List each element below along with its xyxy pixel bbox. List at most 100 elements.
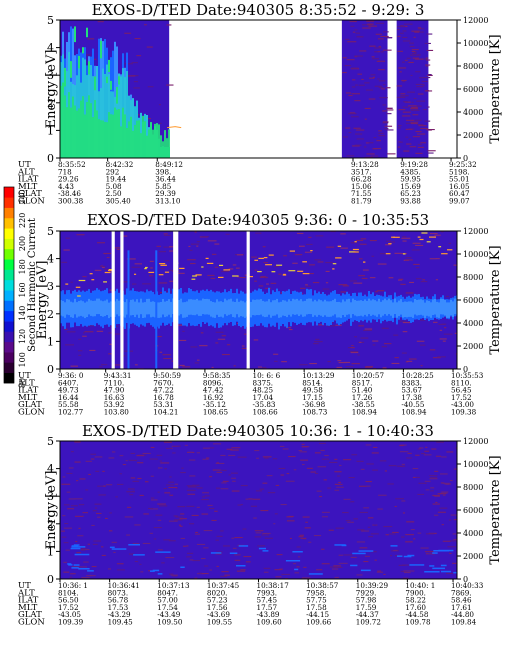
noise-speck — [416, 100, 426, 102]
noise-speck — [376, 51, 380, 53]
noise-speck — [345, 127, 351, 129]
ephemeris-value: -38.55 — [352, 400, 375, 409]
noise-speck — [296, 546, 301, 548]
spectrum-column-low — [92, 117, 94, 158]
ephemeris-value: 8514. — [302, 378, 323, 387]
noise-speck — [437, 493, 446, 495]
noise-speck — [313, 535, 322, 537]
noise-speck — [427, 150, 436, 152]
noise-speck — [230, 449, 239, 451]
noise-speck — [133, 87, 140, 89]
noise-speck — [349, 112, 356, 114]
noise-speck — [336, 486, 344, 488]
noise-speck — [403, 570, 412, 572]
noise-speck — [440, 473, 448, 475]
noise-speck — [69, 576, 73, 578]
noise-speck — [108, 271, 113, 273]
spectrum-column-low — [148, 129, 150, 158]
energy-band-core — [350, 302, 352, 318]
noise-speck — [376, 290, 385, 292]
y-tick-label: 0 — [47, 152, 54, 165]
panel-3-y-axis-label: Energy [eV] — [44, 471, 59, 550]
y-tick-label: 4 — [47, 42, 54, 55]
noise-speck — [259, 488, 265, 490]
ephemeris-value: 8110. — [451, 378, 472, 387]
energy-band-core — [298, 300, 300, 316]
noise-speck — [211, 366, 214, 368]
noise-speck — [411, 249, 420, 251]
noise-speck — [139, 494, 144, 496]
noise-speck — [264, 537, 273, 539]
ephemeris-value: 16.63 — [104, 393, 125, 402]
noise-speck — [350, 242, 358, 244]
energy-filament — [67, 563, 72, 565]
ephemeris-value: -43.00 — [451, 400, 474, 409]
energy-band-core — [230, 298, 232, 315]
noise-speck — [430, 487, 435, 489]
spectrum-column-low — [108, 112, 110, 158]
noise-speck — [366, 463, 374, 465]
noise-speck — [445, 483, 450, 485]
noise-speck — [368, 25, 377, 27]
noise-speck — [410, 109, 420, 111]
ephemeris-value: 10:35:53 — [451, 371, 484, 380]
noise-speck — [172, 452, 176, 454]
temperature-point — [421, 232, 428, 234]
noise-speck — [78, 504, 85, 506]
noise-speck — [363, 561, 369, 563]
noise-speck — [222, 480, 229, 482]
noise-speck — [199, 345, 208, 347]
noise-speck — [424, 450, 430, 452]
ephemeris-value: 57.45 — [257, 596, 278, 605]
colorbar-tick-label: 120 — [18, 329, 27, 344]
energy-band-core — [274, 300, 276, 316]
y-tick-label: 4 — [47, 253, 54, 266]
spectrum-column-low — [122, 107, 124, 158]
noise-speck — [369, 240, 377, 242]
noise-speck — [424, 90, 433, 92]
noise-speck — [132, 543, 140, 545]
energy-band-core — [152, 301, 154, 317]
noise-speck — [439, 329, 443, 331]
energy-band-core — [130, 299, 132, 316]
noise-speck — [361, 530, 370, 532]
energy-band-core — [190, 299, 192, 315]
noise-speck — [155, 514, 163, 516]
noise-speck — [343, 136, 348, 138]
spectrum-column-low — [156, 123, 158, 158]
noise-speck — [420, 128, 428, 130]
ephemeris-value: 17.54 — [157, 603, 178, 612]
noise-speck — [297, 232, 304, 234]
noise-speck — [355, 32, 361, 34]
energy-filament — [397, 555, 403, 557]
noise-speck — [189, 559, 194, 561]
noise-speck — [361, 277, 368, 279]
noise-speck — [128, 459, 137, 461]
energy-filament — [440, 564, 447, 567]
noise-speck — [163, 233, 168, 235]
noise-speck — [74, 498, 83, 500]
noise-speck — [421, 77, 431, 79]
y-tick-label: 1 — [47, 124, 54, 137]
ephemeris-row-label: ALT — [17, 378, 35, 388]
ephemeris-value: 8383. — [401, 378, 422, 387]
spectrum-column-low — [128, 121, 130, 158]
noise-speck — [257, 366, 262, 368]
energy-band-core — [132, 299, 134, 315]
noise-speck — [231, 472, 238, 474]
noise-speck — [351, 86, 356, 88]
colorbar-tick-label: 240 — [18, 189, 27, 204]
y-tick-label: 2 — [47, 97, 54, 110]
noise-speck — [441, 323, 447, 325]
noise-speck — [417, 146, 424, 148]
noise-speck — [163, 539, 171, 541]
ephemeris-value: 2.50 — [106, 189, 122, 198]
noise-speck — [430, 233, 438, 235]
energy-band-core — [138, 302, 140, 318]
energy-band-core — [158, 302, 160, 318]
noise-speck — [194, 533, 200, 535]
noise-speck — [417, 493, 425, 495]
noise-speck — [292, 262, 298, 264]
noise-speck — [381, 327, 389, 329]
